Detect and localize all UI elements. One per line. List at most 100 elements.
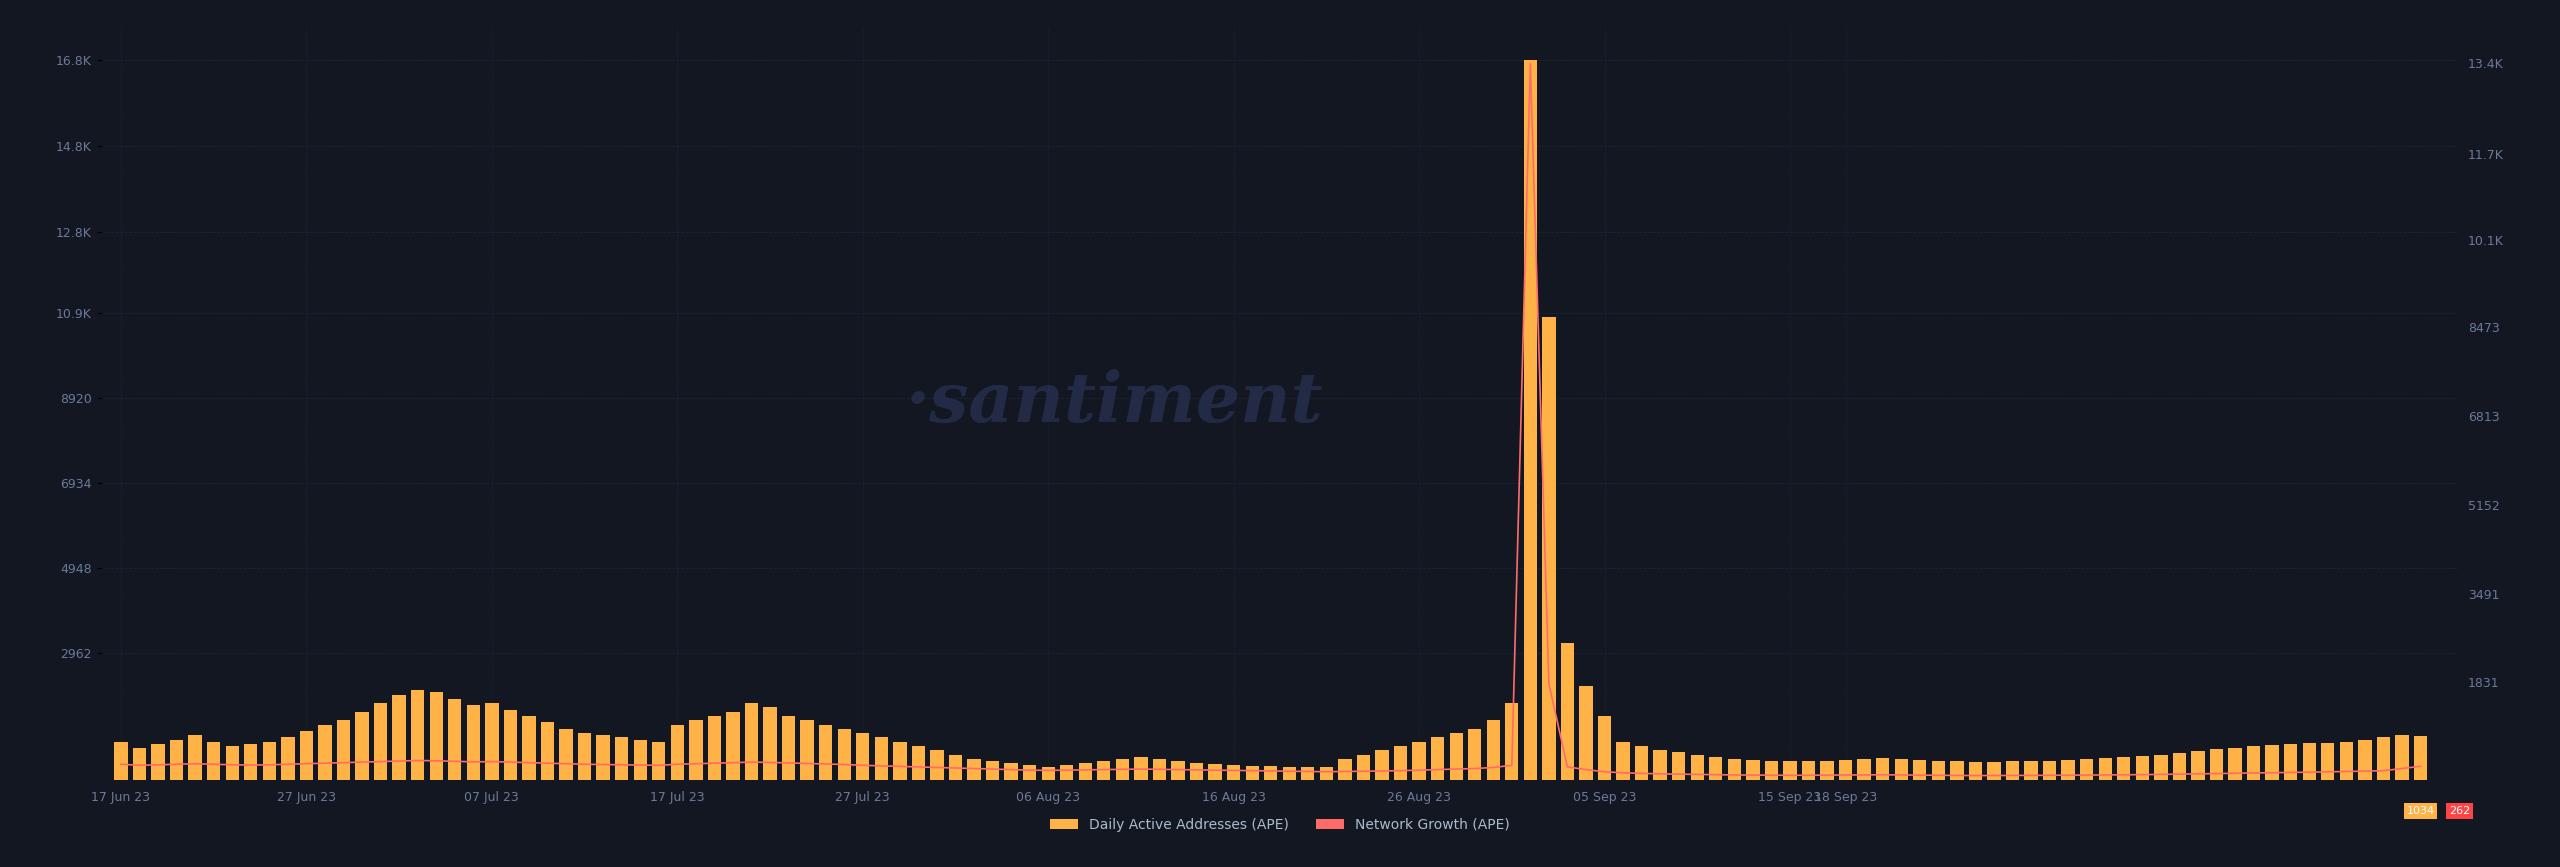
Bar (1838, 759, 1853, 780)
Bar (466, 705, 479, 780)
Bar (2284, 744, 2296, 780)
Bar (689, 720, 701, 780)
Bar (2209, 749, 2222, 780)
Bar (1190, 763, 1203, 780)
Bar (1116, 759, 1129, 780)
Bar (1413, 742, 1426, 780)
Bar (819, 725, 832, 780)
Bar (300, 731, 312, 780)
Bar (1859, 759, 1871, 780)
Bar (1933, 760, 1946, 780)
Bar (1431, 738, 1444, 780)
Bar (1987, 762, 2002, 780)
Bar (801, 720, 814, 780)
Bar (911, 746, 924, 780)
Bar (1562, 643, 1574, 780)
Text: 1034: 1034 (2406, 805, 2435, 816)
Bar (540, 722, 553, 780)
Bar (1134, 757, 1147, 780)
Bar (1042, 767, 1055, 780)
Bar (2173, 753, 2186, 780)
Bar (558, 729, 573, 780)
Bar (2007, 761, 2020, 780)
Bar (264, 742, 276, 780)
Bar (207, 742, 220, 780)
Legend: Daily Active Addresses (APE), Network Growth (APE): Daily Active Addresses (APE), Network Gr… (1044, 812, 1516, 838)
Bar (781, 716, 796, 780)
Bar (412, 690, 425, 780)
Bar (1951, 761, 1964, 780)
Bar (2061, 759, 2074, 780)
Bar (1802, 761, 1815, 780)
Bar (1321, 767, 1334, 780)
Bar (596, 735, 609, 780)
Bar (1912, 759, 1928, 780)
Bar (632, 740, 648, 780)
Bar (1487, 720, 1500, 780)
Bar (2340, 742, 2353, 780)
Bar (2358, 740, 2371, 780)
Bar (1820, 760, 1833, 780)
Bar (225, 746, 238, 780)
Bar (2227, 747, 2243, 780)
Bar (727, 712, 740, 780)
Bar (1024, 766, 1037, 780)
Bar (374, 703, 387, 780)
Bar (169, 740, 184, 780)
Text: ·santiment: ·santiment (906, 369, 1324, 437)
Bar (133, 748, 146, 780)
Bar (929, 750, 945, 780)
Bar (2301, 743, 2317, 780)
Bar (2043, 760, 2056, 780)
Bar (2081, 759, 2094, 780)
Bar (763, 707, 776, 780)
Bar (448, 699, 461, 780)
Bar (392, 694, 407, 780)
Bar (950, 754, 963, 780)
Bar (1784, 761, 1797, 780)
Bar (1969, 762, 1981, 780)
Bar (671, 725, 684, 780)
Bar (2396, 735, 2409, 780)
Bar (243, 744, 259, 780)
Bar (2153, 754, 2168, 780)
Bar (1654, 750, 1667, 780)
Bar (1690, 754, 1705, 780)
Bar (338, 720, 351, 780)
Bar (1375, 750, 1388, 780)
Bar (1226, 765, 1239, 780)
Bar (2322, 742, 2335, 780)
Bar (2376, 738, 2391, 780)
Bar (317, 725, 333, 780)
Bar (115, 742, 128, 780)
Bar (1449, 733, 1462, 780)
Bar (707, 716, 722, 780)
Text: 262: 262 (2450, 805, 2470, 816)
Bar (1541, 317, 1556, 780)
Bar (1004, 763, 1019, 780)
Bar (1876, 758, 1889, 780)
Bar (1357, 754, 1370, 780)
Bar (1597, 716, 1610, 780)
Bar (1467, 729, 1482, 780)
Bar (986, 761, 998, 780)
Bar (1728, 759, 1741, 780)
Bar (2248, 746, 2260, 780)
Bar (1523, 61, 1536, 780)
Bar (1172, 761, 1185, 780)
Bar (2099, 758, 2112, 780)
Bar (745, 703, 758, 780)
Bar (1208, 764, 1221, 780)
Bar (2117, 757, 2130, 780)
Bar (614, 738, 627, 780)
Bar (2266, 745, 2278, 780)
Bar (1152, 759, 1167, 780)
Bar (2191, 751, 2204, 780)
Bar (876, 738, 888, 780)
Bar (1283, 766, 1295, 780)
Bar (1636, 746, 1649, 780)
Bar (653, 742, 666, 780)
Bar (837, 729, 850, 780)
Bar (1078, 763, 1093, 780)
Bar (522, 716, 535, 780)
